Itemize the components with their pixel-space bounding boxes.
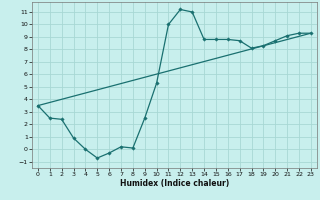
X-axis label: Humidex (Indice chaleur): Humidex (Indice chaleur) (120, 179, 229, 188)
